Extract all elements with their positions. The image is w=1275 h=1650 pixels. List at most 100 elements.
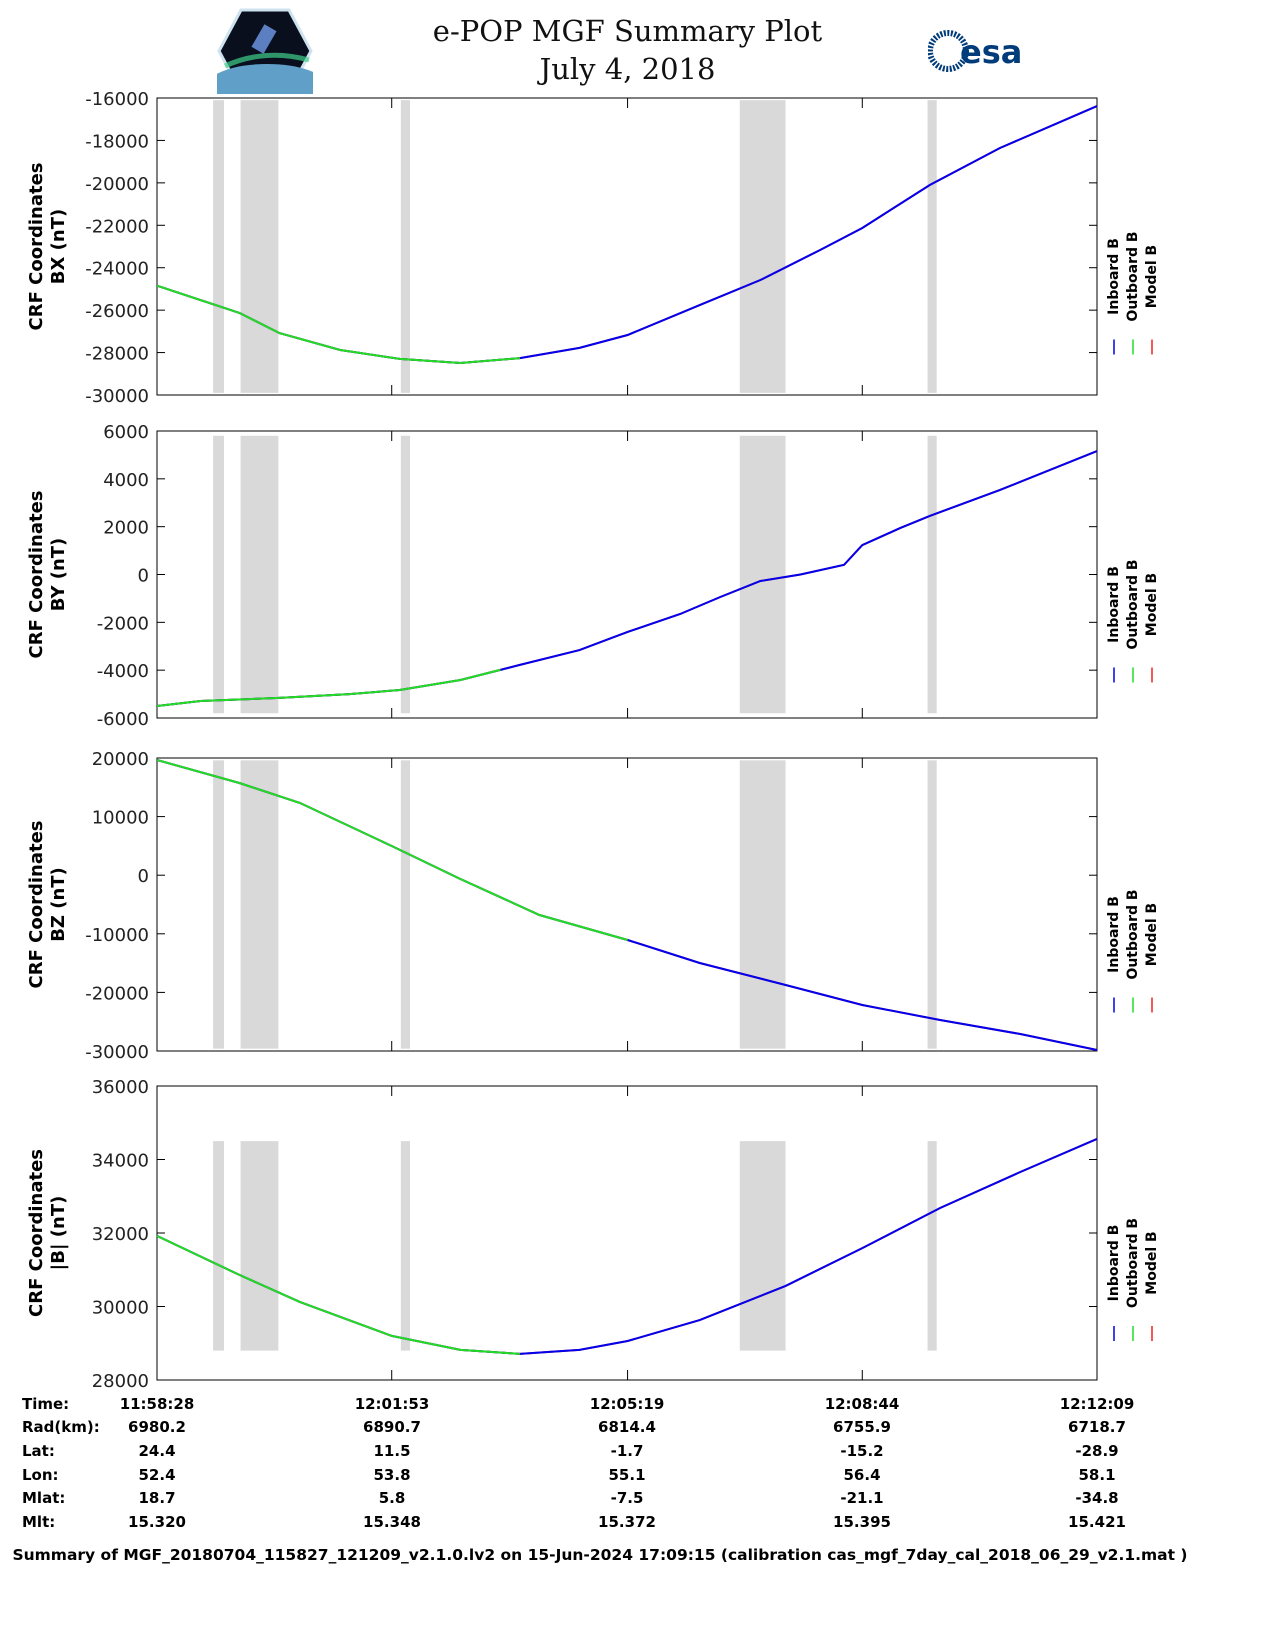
panel-3: -30000 -20000 -10000 0 10000 20000 CRF Coordin… — [26, 749, 1160, 1063]
model-b-line — [156, 105, 1098, 365]
row-label-rad: Rad(km): — [22, 1418, 100, 1436]
y-axis-label: CRF Coordinates — [26, 491, 47, 659]
y-tick-label: -26000 — [85, 301, 149, 322]
table-cell-time: 12:01:53 — [354, 1395, 430, 1413]
y-tick-label: -20000 — [85, 983, 149, 1004]
y-tick-label: -16000 — [85, 89, 149, 110]
table-cell-time: 12:12:09 — [1059, 1395, 1135, 1413]
plot-frame — [156, 1085, 1098, 1381]
outboard-b-line — [157, 759, 628, 941]
data-gap-band — [213, 435, 224, 714]
table-cell-mlat: -34.8 — [1075, 1489, 1119, 1507]
row-label-lon: Lon: — [22, 1466, 59, 1484]
table-cell-rad: 6755.9 — [833, 1418, 891, 1436]
y-tick-label: 2000 — [103, 518, 149, 539]
outboard-b-line — [157, 284, 520, 365]
footer-summary: Summary of MGF_20180704_115827_121209_v2… — [12, 1546, 1188, 1564]
table-cell-mlt: 15.320 — [128, 1513, 186, 1531]
y-tick-label: -18000 — [85, 131, 149, 152]
legend-label-outboard: Outboard B — [1125, 1218, 1141, 1308]
table-cell-lat: 24.4 — [138, 1442, 176, 1460]
y-tick-label: 4000 — [103, 470, 149, 491]
table-cell-lon: 58.1 — [1078, 1466, 1116, 1484]
y-tick-label: -20000 — [85, 174, 149, 195]
table-cell-lon: 55.1 — [608, 1466, 646, 1484]
y-axis-label: CRF Coordinates — [26, 163, 47, 331]
row-label-mlt: Mlt: — [22, 1513, 56, 1531]
table-cell-mlat: 5.8 — [378, 1489, 406, 1507]
data-gap-band — [927, 100, 937, 393]
panel-4: 28000 30000 32000 34000 36000 CRF Coordinates… — [26, 1077, 1160, 1392]
table-cell-lat: 11.5 — [373, 1442, 411, 1460]
table-cell-lon: 56.4 — [843, 1466, 881, 1484]
data-gap-band — [240, 435, 279, 714]
y-axis-unit-label: |B| (nT) — [48, 1196, 69, 1271]
plot-date: July 4, 2018 — [539, 52, 716, 86]
table-cell-rad: 6718.7 — [1068, 1418, 1126, 1436]
data-gap-band — [240, 100, 279, 393]
legend-label-outboard: Outboard B — [1125, 231, 1141, 321]
panel-1: -30000 -28000 -26000 -24000 -22000 -20000 -180… — [26, 89, 1160, 407]
data-gap-band — [739, 435, 786, 714]
table-cell-mlat: 18.7 — [138, 1489, 176, 1507]
data-gap-band — [927, 435, 937, 714]
mgf-panels: -30000-28000-26000-24000-22000-20000-180… — [26, 89, 1160, 1392]
row-label-time: Time: — [22, 1395, 70, 1413]
table-cell-rad: 6890.7 — [363, 1418, 421, 1436]
legend-label-inboard: Inboard B — [1106, 238, 1122, 315]
panel-2: -6000 -4000 -2000 0 2000 4000 6000 CRF Coordina… — [26, 422, 1160, 730]
esa-logo: esa — [928, 30, 1022, 72]
data-gap-band — [213, 760, 224, 1049]
y-tick-label: 20000 — [92, 749, 149, 770]
legend-label-outboard: Outboard B — [1125, 889, 1141, 979]
model-b-line — [156, 759, 1098, 1051]
data-gap-band — [400, 435, 411, 714]
y-tick-label: 34000 — [92, 1151, 149, 1172]
plot-title: e-POP MGF Summary Plot — [432, 14, 823, 48]
y-tick-label: -28000 — [85, 344, 149, 365]
y-tick-label: -30000 — [85, 1042, 149, 1063]
plot-frame — [156, 757, 1098, 1052]
table-cell-time: 12:05:19 — [589, 1395, 665, 1413]
row-label-mlat: Mlat: — [22, 1489, 66, 1507]
y-tick-label: 32000 — [92, 1224, 149, 1245]
data-gap-band — [240, 760, 279, 1049]
plot-frame — [156, 97, 1098, 396]
data-gap-band — [927, 760, 937, 1049]
legend-label-model: Model B — [1144, 1231, 1160, 1294]
table-cell-mlt: 15.372 — [598, 1513, 656, 1531]
y-tick-label: -2000 — [97, 613, 149, 634]
table-cell-time: 12:08:44 — [824, 1395, 900, 1413]
row-label-lat: Lat: — [22, 1442, 55, 1460]
data-gap-band — [213, 1141, 224, 1351]
y-tick-label: -4000 — [97, 661, 149, 682]
y-axis-unit-label: BX (nT) — [48, 209, 69, 284]
y-tick-label: 30000 — [92, 1298, 149, 1319]
svg-text:esa: esa — [960, 33, 1022, 71]
data-gap-band — [927, 1141, 937, 1351]
y-tick-label: 0 — [138, 866, 149, 887]
table-cell-lon: 53.8 — [373, 1466, 411, 1484]
y-tick-label: 10000 — [92, 808, 149, 829]
y-tick-label: 0 — [138, 566, 149, 587]
data-gap-band — [240, 1141, 279, 1351]
legend-label-model: Model B — [1144, 245, 1160, 308]
inboard-b-line — [156, 450, 1098, 707]
plot-frame — [156, 430, 1098, 719]
y-tick-label: -6000 — [97, 709, 149, 730]
legend-label-outboard: Outboard B — [1125, 559, 1141, 649]
inboard-b-line — [156, 759, 1098, 1051]
model-b-line — [156, 1137, 1098, 1355]
y-tick-label: -22000 — [85, 216, 149, 237]
y-axis-unit-label: BY (nT) — [48, 538, 69, 612]
data-gap-band — [400, 760, 411, 1049]
table-cell-lon: 52.4 — [138, 1466, 176, 1484]
model-b-line — [156, 450, 1098, 707]
legend-label-inboard: Inboard B — [1106, 1225, 1122, 1302]
table-cell-mlt: 15.395 — [833, 1513, 891, 1531]
y-axis-label: CRF Coordinates — [26, 821, 47, 989]
table-cell-lat: -1.7 — [610, 1442, 644, 1460]
y-tick-label: 36000 — [92, 1077, 149, 1098]
data-gap-band — [213, 100, 224, 393]
